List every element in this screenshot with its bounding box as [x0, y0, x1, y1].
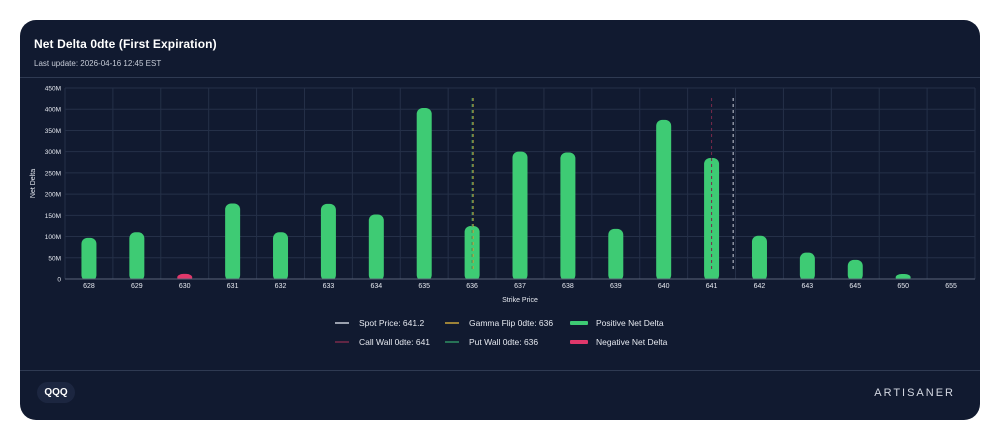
bar-638 — [560, 152, 576, 281]
spot-legend-label: Spot Price: 641.2 — [359, 318, 424, 328]
brand-logo: ARTISANER — [874, 387, 955, 399]
header-divider — [20, 77, 980, 78]
x-tick-label: 637 — [514, 283, 526, 290]
positive-legend-label: Positive Net Delta — [596, 318, 664, 328]
bar-635 — [416, 107, 432, 282]
bar-643 — [799, 252, 815, 281]
x-tick-label: 633 — [323, 283, 335, 290]
bar-628 — [81, 237, 97, 281]
bar-632 — [273, 232, 289, 281]
net-delta-chart: 0 50M 100M 150M 200M 250M 300M 350M 400M 450M 628 6… — [30, 86, 976, 347]
bar-640 — [656, 119, 672, 281]
y-tick-label: 400M — [45, 107, 61, 114]
x-tick-label: 641 — [706, 283, 718, 290]
x-tick-label: 639 — [610, 283, 622, 290]
x-tick-label: 629 — [131, 283, 143, 290]
bar-631 — [225, 203, 241, 281]
y-tick-label: 200M — [45, 192, 61, 199]
grid — [64, 87, 976, 280]
y-tick-label: 150M — [45, 213, 61, 220]
bar-636 — [464, 225, 480, 281]
x-tick-label: 643 — [802, 283, 814, 290]
footer-divider — [20, 370, 980, 371]
x-tick-label: 636 — [466, 283, 478, 290]
x-tick-label: 638 — [562, 283, 574, 290]
x-tick-label: 640 — [658, 283, 670, 290]
chart-card: Net Delta 0dte (First Expiration) Last u… — [20, 20, 980, 420]
x-tick-label: 650 — [897, 283, 909, 290]
gamma_flip-legend-label: Gamma Flip 0dte: 636 — [469, 318, 553, 328]
x-tick-label: 628 — [83, 283, 95, 290]
x-axis-title: Strike Price — [502, 297, 538, 304]
x-tick-label: 631 — [227, 283, 239, 290]
bar-637 — [512, 151, 528, 281]
y-tick-label: 100M — [45, 234, 61, 241]
x-tick-label: 630 — [179, 283, 191, 290]
y-tick-label: 250M — [45, 170, 61, 177]
baseline-mask — [65, 279, 975, 282]
bar-633 — [320, 203, 336, 281]
legend: Spot Price: 641.2 Gamma Flip 0dte: 636 Pos… — [335, 318, 668, 347]
bar-645 — [847, 259, 863, 281]
negative-legend-swatch — [570, 340, 588, 344]
bar-629 — [129, 232, 145, 281]
bar-634 — [368, 214, 384, 281]
y-axis-title: Net Delta — [30, 169, 37, 198]
call_wall-legend-label: Call Wall 0dte: 641 — [359, 337, 430, 347]
x-tick-label: 655 — [945, 283, 957, 290]
bar-639 — [608, 228, 624, 281]
x-tick-label: 635 — [418, 283, 430, 290]
chart-title: Net Delta 0dte (First Expiration) — [34, 37, 217, 51]
y-tick-label: 350M — [45, 128, 61, 135]
bar-642 — [751, 235, 767, 281]
reference-lines — [471, 98, 734, 269]
last-update-text: Last update: 2026-04-16 12:45 EST — [34, 59, 162, 68]
x-tick-label: 642 — [754, 283, 766, 290]
positive-legend-swatch — [570, 321, 588, 325]
x-tick-label: 632 — [275, 283, 287, 290]
bars — [65, 107, 975, 282]
y-tick-label: 50M — [48, 255, 61, 262]
y-tick-label: 300M — [45, 149, 61, 156]
y-tick-label: 0 — [57, 277, 61, 284]
axes: 0 50M 100M 150M 200M 250M 300M 350M 400M 450M 628 6… — [30, 86, 975, 304]
ticker-badge[interactable]: QQQ — [37, 382, 75, 403]
x-tick-label: 634 — [370, 283, 382, 290]
x-tick-label: 645 — [849, 283, 861, 290]
put_wall-legend-label: Put Wall 0dte: 636 — [469, 337, 538, 347]
negative-legend-label: Negative Net Delta — [596, 337, 668, 347]
y-tick-label: 450M — [45, 86, 61, 93]
